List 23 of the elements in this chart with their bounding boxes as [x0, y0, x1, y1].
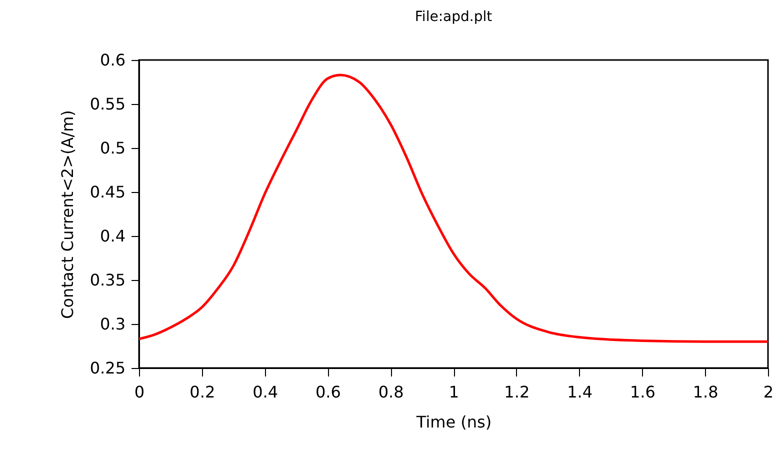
x-axis-title: Time (ns)	[415, 412, 492, 432]
y-axis-title: Contact Current<2>(A/m)	[58, 110, 77, 319]
x-tick-label: 0	[134, 382, 145, 402]
x-tick-label: 1.2	[504, 382, 530, 402]
y-tick-label: 0.25	[90, 358, 126, 378]
x-tick-label: 0.6	[315, 382, 341, 402]
y-tick-label: 0.35	[90, 270, 126, 290]
chart-title: File:apd.plt	[414, 9, 493, 25]
line-series	[139, 74, 768, 343]
x-tick-label: 1.4	[567, 382, 593, 402]
x-tick-label: 1.6	[630, 382, 656, 402]
x-tick-label: 0.8	[378, 382, 404, 402]
x-tick-label: 1.8	[692, 382, 718, 402]
y-tick-label: 0.55	[90, 94, 126, 114]
x-tick-label: 0.2	[190, 382, 216, 402]
x-tick-label: 2	[763, 382, 774, 402]
x-tick-label: 0.4	[252, 382, 278, 402]
y-tick-label: 0.6	[100, 50, 126, 70]
y-tick-label: 0.4	[100, 226, 126, 246]
y-tick-label: 0.3	[100, 314, 126, 334]
x-tick-label: 1	[448, 382, 460, 402]
y-tick-label: 0.5	[100, 138, 126, 158]
y-tick-label: 0.45	[90, 182, 126, 202]
